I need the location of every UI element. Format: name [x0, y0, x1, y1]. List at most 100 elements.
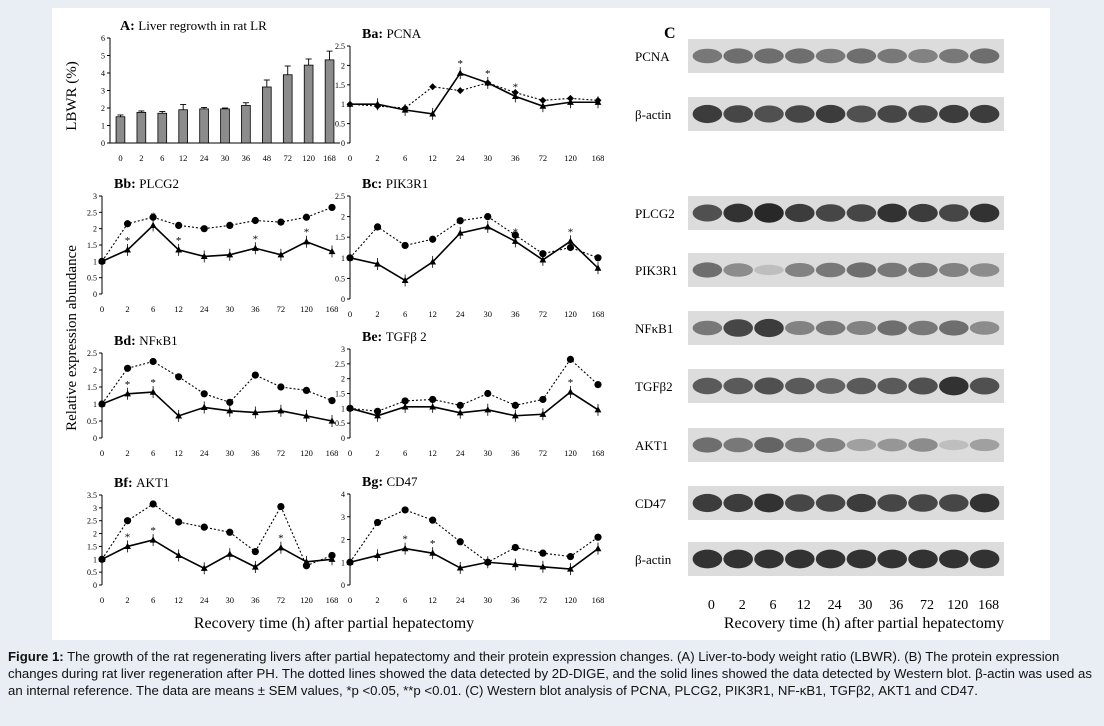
dotted-point	[302, 213, 311, 221]
solid-point	[149, 388, 157, 395]
blot-band	[908, 494, 938, 512]
solid-point	[511, 560, 519, 568]
y-tick-label: 0	[341, 434, 345, 443]
solid-point	[328, 417, 336, 424]
blot-band	[692, 320, 723, 336]
significance-star: *	[278, 533, 284, 545]
blot-band	[785, 549, 815, 569]
series-dotted-line	[101, 206, 333, 262]
blot-lane-label: 12	[797, 598, 811, 613]
solid-point	[484, 223, 492, 230]
dotted-point	[277, 218, 285, 226]
solid-point	[251, 244, 259, 251]
blot-band	[908, 377, 938, 395]
x-tick-label: 12	[179, 153, 188, 163]
y-tick-label: 0	[93, 290, 97, 299]
x-tick-label: 120	[300, 304, 313, 314]
significance-star: *	[150, 377, 156, 389]
y-tick-label: 2.5	[87, 517, 97, 526]
x-tick-label: 12	[174, 448, 183, 458]
blot-lane-label: 168	[978, 598, 999, 613]
y-tick-label: 1.5	[335, 390, 345, 399]
dotted-point	[302, 386, 311, 394]
solid-point	[226, 550, 234, 557]
x-tick-label: 72	[277, 595, 286, 605]
blot-band	[939, 204, 969, 222]
solid-point	[594, 545, 602, 552]
dotted-point	[429, 516, 437, 524]
figure-svg: LBWR (%) Relative expression abundance R…	[64, 18, 1004, 632]
y-tick-label: 0.5	[335, 419, 345, 428]
chart-title-Bd: Bd: NFκB1	[114, 333, 178, 349]
blot-band	[785, 203, 815, 223]
blot-band	[692, 493, 723, 513]
solid-point	[429, 549, 437, 556]
blot-band	[969, 263, 1000, 277]
y-tick-label: 2	[101, 104, 105, 113]
blot-lane-label: 72	[920, 598, 934, 613]
dotted-point	[566, 243, 575, 252]
blot-band	[908, 49, 938, 63]
solid-point	[328, 555, 336, 562]
blot-row-label: TGFβ2	[635, 379, 673, 394]
chart-Ba: Ba: PCNA 0 0.5 1 1.5 2 2.5 0 2 6 12 24 30 36 72 120 168 *…	[335, 26, 604, 163]
blot-lane-label: 30	[858, 598, 872, 613]
bar	[136, 111, 147, 144]
dotted-point	[484, 213, 492, 221]
chart-title-name: PLCG2	[139, 176, 179, 191]
blot-band	[846, 262, 877, 278]
solid-point	[511, 412, 519, 419]
blot-band	[785, 437, 815, 453]
dotted-point	[226, 528, 234, 536]
solid-point	[429, 403, 437, 410]
solid-point	[226, 407, 234, 414]
blot-row-label: PLCG2	[635, 206, 675, 221]
dotted-point	[566, 552, 575, 561]
solid-point	[484, 406, 492, 413]
series-solid-line	[101, 391, 333, 422]
x-tick-label: 36	[511, 309, 520, 319]
blot-lane-label: 24	[828, 598, 842, 613]
blot-panel-letter: C	[664, 25, 676, 42]
dotted-point	[175, 518, 183, 526]
x-tick-label: 12	[428, 595, 437, 605]
series-solid-line	[349, 226, 599, 282]
x-tick-label: 24	[200, 595, 209, 605]
x-axis-title: Recovery time (h) after partial hepatect…	[194, 615, 474, 632]
dotted-point	[373, 223, 382, 231]
chart-title-name: CD47	[387, 474, 419, 489]
blot-band	[815, 104, 846, 124]
chart-title-letter: Bb:	[114, 177, 139, 192]
solid-point	[124, 390, 131, 397]
blot-band	[692, 48, 723, 64]
y-tick-label: 1.5	[335, 233, 345, 242]
x-tick-label: 2	[125, 304, 129, 314]
dotted-point	[539, 549, 547, 557]
x-tick-label: 2	[125, 448, 129, 458]
blot-band	[815, 262, 846, 278]
y-tick-label: 2.5	[335, 360, 345, 369]
dotted-point	[456, 217, 464, 225]
series-solid-line	[101, 539, 333, 570]
blot-band	[785, 321, 815, 335]
y-tick-label: 0.5	[335, 120, 345, 129]
solid-point	[567, 237, 574, 244]
x-tick-label: 120	[564, 448, 577, 458]
x-tick-label: 0	[348, 153, 352, 163]
dotted-point	[456, 87, 464, 95]
x-tick-label: 168	[323, 153, 336, 163]
dotted-point	[429, 395, 437, 404]
dotted-point	[429, 83, 437, 91]
x-tick-label: 120	[564, 153, 577, 163]
solid-point	[277, 251, 285, 258]
blot-row-label: β-actin	[635, 552, 672, 567]
solid-point	[456, 69, 464, 76]
dotted-point	[539, 395, 547, 404]
blot-band	[846, 438, 877, 452]
x-tick-label: 6	[151, 595, 155, 605]
x-tick-label: 72	[283, 153, 292, 163]
solid-point	[401, 403, 409, 410]
solid-point	[328, 247, 336, 255]
blot-lane-label: 120	[947, 598, 968, 613]
chart-Bf: Bf: AKT1 0 0.5 1 1.5 2 2.5 3 3.5 0 2 6 12 24 30 36 72 120…	[87, 475, 338, 605]
